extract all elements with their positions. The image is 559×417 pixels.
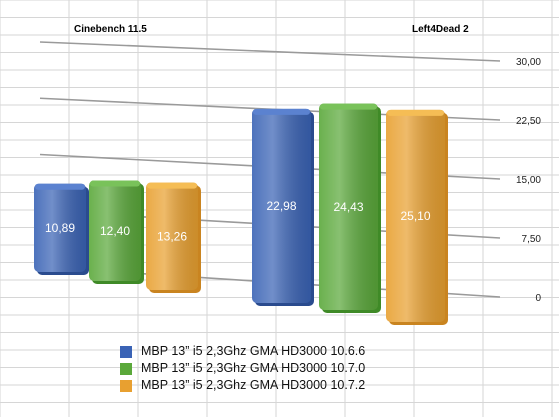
- legend-item: MBP 13” i5 2,3Ghz GMA HD3000 10.7.0: [120, 360, 365, 377]
- bar-top: [253, 108, 310, 115]
- bar-gloss: [34, 183, 86, 272]
- y-tick-label: 7,50: [522, 234, 542, 245]
- legend-item: MBP 13” i5 2,3Ghz GMA HD3000 10.7.2: [120, 377, 365, 394]
- bar: 12,40: [89, 180, 144, 284]
- y-tick-label: 0: [535, 293, 541, 304]
- bar-value-label: 12,40: [100, 224, 130, 238]
- legend-item: MBP 13” i5 2,3Ghz GMA HD3000 10.6.6: [120, 343, 365, 360]
- bar-gloss: [146, 182, 198, 290]
- bar-gloss: [386, 109, 445, 322]
- y-tick-label: 30,00: [516, 57, 541, 68]
- bar-gloss: [252, 108, 311, 303]
- legend-swatch-green: [120, 362, 132, 375]
- bars: 10,89 22,98 12,40 24,43 13,26 25,10: [34, 103, 448, 325]
- bar-top: [35, 183, 85, 190]
- bar: 25,10: [386, 109, 448, 325]
- bar-top: [387, 109, 444, 116]
- y-axis-tick-labels: 0 7,50 15,00 22,50 30,00: [516, 57, 541, 304]
- bar-top: [90, 180, 140, 187]
- bar-value-label: 22,98: [266, 199, 296, 213]
- bar-top: [147, 182, 197, 189]
- legend-label: MBP 13” i5 2,3Ghz GMA HD3000 10.7.0: [141, 361, 366, 375]
- bar-gloss: [319, 103, 378, 310]
- category-label-left4dead: Left4Dead 2: [412, 24, 469, 35]
- legend-label: MBP 13” i5 2,3Ghz GMA HD3000 10.7.2: [141, 378, 366, 392]
- legend-label: MBP 13” i5 2,3Ghz GMA HD3000 10.6.6: [141, 344, 366, 358]
- bar: 10,89: [34, 183, 89, 275]
- bar-gloss: [89, 180, 141, 281]
- bar: 22,98: [252, 108, 314, 306]
- legend: MBP 13” i5 2,3Ghz GMA HD3000 10.6.6 MBP …: [120, 343, 365, 394]
- category-label-cinebench: Cinebench 11.5: [74, 24, 147, 35]
- bar: 13,26: [146, 182, 201, 293]
- legend-swatch-blue: [120, 345, 132, 358]
- bar-value-label: 10,89: [45, 221, 75, 235]
- y-tick-label: 22,50: [516, 116, 541, 127]
- value-gridline: [39, 41, 501, 62]
- bar-top: [320, 103, 377, 110]
- bar-value-label: 13,26: [157, 229, 187, 243]
- y-tick-label: 15,00: [516, 175, 541, 186]
- bar-value-label: 24,43: [333, 200, 363, 214]
- bar: 24,43: [319, 103, 381, 313]
- bar-value-label: 25,10: [400, 209, 430, 223]
- legend-swatch-orange: [120, 379, 132, 392]
